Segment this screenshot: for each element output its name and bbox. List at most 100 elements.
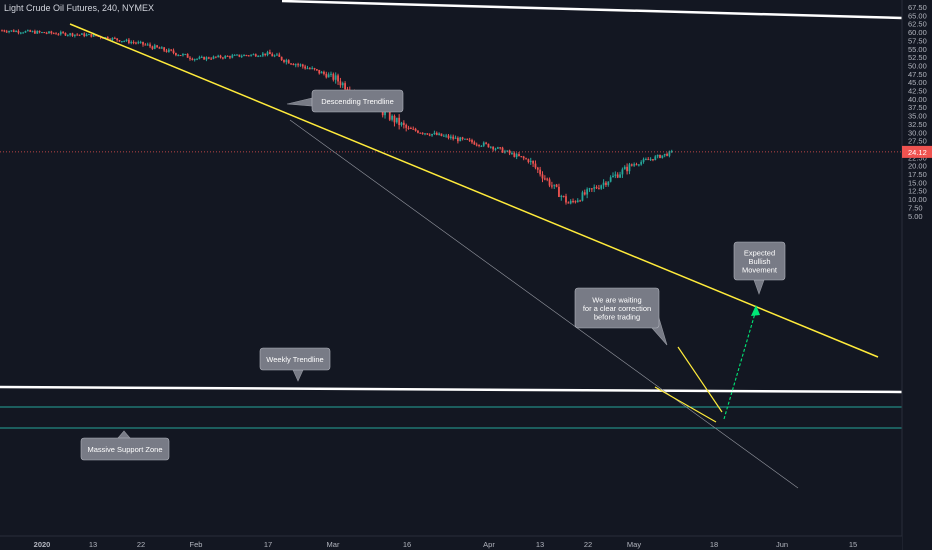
candle-body — [257, 56, 260, 58]
candle-body — [384, 111, 386, 116]
candle-body — [574, 201, 577, 203]
candle-body — [323, 71, 325, 74]
price-tick-label: 37.50 — [908, 103, 927, 112]
callout-label: We are waiting — [592, 296, 641, 305]
candle-body — [567, 202, 570, 204]
time-tick-label: 18 — [710, 540, 718, 549]
price-tick-label: 20.00 — [908, 162, 927, 171]
candle-body — [607, 181, 610, 185]
candle-body — [541, 174, 544, 179]
candle-body — [496, 147, 499, 149]
callout-box — [733, 241, 786, 281]
price-tick-label: 15.00 — [908, 178, 927, 187]
candle-body — [492, 146, 495, 150]
candle-body — [579, 200, 581, 202]
candle-body — [576, 200, 579, 203]
candle-body — [301, 64, 304, 67]
candle-body — [440, 133, 443, 137]
candle-body — [529, 160, 532, 163]
candle-body — [41, 32, 43, 34]
candle-body — [501, 147, 504, 153]
candle-body — [555, 184, 558, 187]
price-axis[interactable]: 67.5065.0062.5060.0057.5055.0052.5050.00… — [901, 0, 932, 550]
candle-body — [332, 73, 335, 80]
time-tick-label: Mar — [327, 540, 340, 549]
candle-body — [8, 31, 10, 33]
price-tick-label: 7.50 — [908, 203, 923, 212]
candle-body — [308, 68, 311, 70]
candle-body — [113, 37, 116, 39]
time-axis[interactable]: 2020 13 22 Feb 17 Mar 16 Apr 13 22 May 18 Jun 15 — [0, 535, 902, 550]
candle-body — [29, 30, 32, 32]
candle-body — [616, 174, 619, 178]
candle-body — [151, 46, 154, 49]
candle-body — [12, 30, 15, 32]
candle-body — [160, 47, 163, 49]
candle-body — [156, 45, 158, 48]
chart-title: Light Crude Oil Futures, 240, NYMEX — [4, 3, 155, 13]
candle-body — [273, 55, 276, 57]
thin-trendline — [289, 119, 799, 489]
candle-body — [50, 31, 53, 34]
candle-body — [489, 146, 492, 148]
candle-body — [259, 55, 262, 57]
candle-body — [334, 75, 337, 80]
candle-body — [252, 54, 255, 56]
candle-body — [461, 137, 464, 139]
candle-body — [222, 57, 224, 59]
candle-body — [652, 159, 654, 161]
callout-box — [80, 437, 170, 461]
candle-body — [473, 142, 476, 145]
candle-body — [612, 175, 614, 178]
candle-body — [203, 56, 205, 60]
candle-body — [247, 55, 250, 57]
candle-body — [120, 41, 123, 43]
candle-body — [76, 34, 79, 36]
candle-body — [10, 30, 13, 32]
candle-body — [407, 127, 410, 129]
candle-body — [628, 164, 631, 172]
candle-body — [170, 49, 173, 51]
candle-body — [405, 124, 408, 128]
candle-body — [598, 188, 600, 190]
candle-body — [468, 139, 471, 141]
price-tick-label: 47.50 — [908, 70, 927, 79]
candle-body — [558, 186, 560, 197]
candle-body — [539, 169, 542, 175]
price-tick-label: 35.00 — [908, 112, 927, 121]
candle-body — [135, 42, 137, 44]
candle-body — [666, 153, 668, 156]
candle-body — [640, 161, 643, 165]
candle-body — [426, 133, 429, 135]
candle-body — [421, 132, 424, 134]
time-axis-background — [0, 536, 902, 550]
candle-body — [210, 58, 213, 60]
candle-body — [445, 135, 448, 137]
candle-body — [600, 185, 603, 189]
candle-body — [285, 60, 288, 62]
candle-body — [398, 117, 401, 126]
candle-body — [637, 164, 640, 166]
candle-body — [391, 115, 393, 120]
candle-body — [198, 57, 201, 59]
candle-body — [118, 40, 121, 42]
candle-body — [290, 63, 292, 65]
candle-body — [92, 34, 95, 37]
candle-body — [292, 64, 295, 66]
candle-body — [283, 60, 285, 62]
candle-body — [478, 144, 480, 146]
price-tick-label: 65.00 — [908, 11, 927, 20]
candle-body — [294, 64, 297, 66]
callout-box — [574, 287, 660, 329]
candle-body — [167, 49, 170, 52]
candle-body — [106, 37, 109, 40]
candle-body — [142, 41, 144, 45]
candle-body — [327, 74, 330, 78]
candle-body — [330, 73, 332, 75]
candle-body — [78, 34, 81, 36]
price-tick-label: 27.50 — [908, 137, 927, 146]
candle-body — [318, 69, 321, 74]
candle-body — [52, 33, 55, 35]
candle-body — [337, 75, 339, 82]
